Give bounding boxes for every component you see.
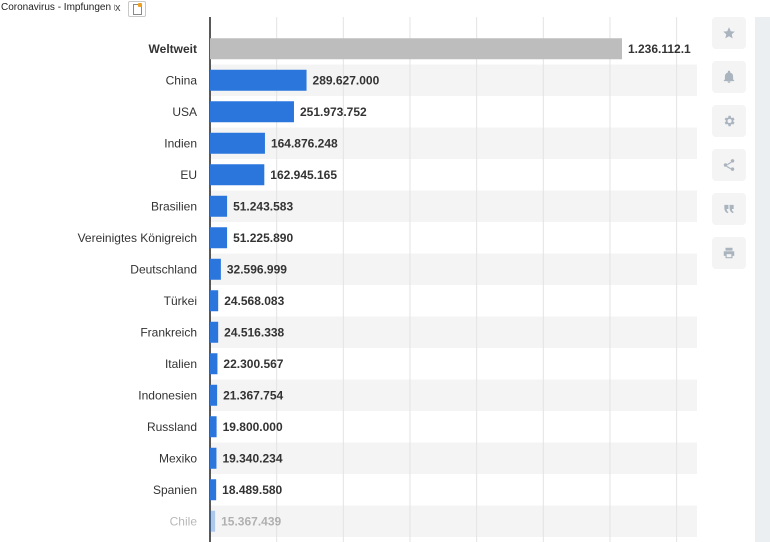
value-label: 19.340.234 — [222, 451, 282, 465]
new-tab-icon-badge — [138, 3, 142, 7]
value-label: 24.516.338 — [224, 325, 284, 339]
category-label: Türkei — [164, 294, 197, 308]
cite-button[interactable] — [712, 193, 746, 225]
bar — [210, 479, 217, 501]
value-label: 22.300.567 — [223, 357, 283, 371]
category-label: Deutschland — [130, 262, 197, 276]
value-label: 162.945.165 — [270, 168, 337, 182]
category-label: Frankreich — [140, 325, 197, 339]
category-label: Weltweit — [149, 42, 197, 56]
row-stripe — [210, 190, 697, 222]
share-button[interactable] — [712, 149, 746, 181]
category-label: Russland — [147, 420, 197, 434]
notification-button[interactable] — [712, 61, 746, 93]
bar — [210, 416, 217, 438]
value-label: 15.367.439 — [221, 514, 281, 528]
bar — [210, 69, 307, 91]
new-tab-button[interactable] — [128, 1, 146, 17]
value-label: 51.225.890 — [233, 231, 293, 245]
value-label: 19.800.000 — [223, 420, 283, 434]
category-label: Mexiko — [159, 451, 197, 465]
print-icon — [723, 247, 735, 259]
value-label: 251.973.752 — [300, 105, 367, 119]
new-tab-icon — [133, 4, 142, 15]
value-label: 289.627.000 — [313, 73, 380, 87]
chart-tools-sidebar — [712, 17, 746, 281]
row-stripe — [210, 316, 697, 348]
share-icon — [723, 159, 735, 171]
category-label: Chile — [170, 514, 198, 528]
bar — [210, 164, 265, 186]
bar — [210, 384, 218, 406]
category-label: China — [166, 73, 198, 87]
bar-chart: Weltweit 1.236.112.1 China 289.627.000 USA 25… — [78, 17, 697, 542]
category-label: EU — [180, 168, 197, 182]
category-label: Indien — [164, 136, 197, 150]
tab-close-icon[interactable]: x — [115, 2, 121, 14]
bar — [210, 195, 228, 217]
row-stripe — [210, 442, 697, 474]
value-label: 24.568.083 — [224, 294, 284, 308]
value-label: 21.367.754 — [223, 388, 283, 402]
bar — [210, 290, 219, 312]
print-button[interactable] — [712, 237, 746, 269]
value-label: 164.876.248 — [271, 136, 338, 150]
bar — [210, 353, 218, 375]
bell-icon — [723, 70, 735, 83]
category-label: USA — [172, 105, 197, 119]
category-label: Brasilien — [151, 199, 197, 213]
row-stripe — [210, 127, 697, 159]
bar — [210, 510, 216, 532]
value-label: 32.596.999 — [227, 262, 287, 276]
browser-tab-bar: Coronavirus - Impfungen n... x — [0, 0, 770, 17]
bar — [210, 447, 217, 469]
quote-icon — [724, 204, 734, 214]
scrollbar-track[interactable] — [755, 17, 770, 542]
category-label: Vereinigtes Königreich — [78, 231, 197, 245]
row-stripe — [210, 505, 697, 537]
star-icon — [723, 27, 735, 39]
bar — [210, 321, 219, 343]
row-stripe — [210, 253, 697, 285]
bar — [210, 258, 221, 280]
value-label: 51.243.583 — [233, 199, 293, 213]
bar — [210, 132, 265, 154]
settings-button[interactable] — [712, 105, 746, 137]
bar — [210, 227, 228, 249]
browser-tab[interactable]: Coronavirus - Impfungen n... x — [0, 0, 146, 17]
value-label: 18.489.580 — [222, 483, 282, 497]
bar — [210, 101, 294, 123]
value-label: 1.236.112.1 — [628, 42, 691, 56]
category-label: Indonesien — [138, 388, 197, 402]
tab-title: Coronavirus - Impfungen n... — [1, 2, 115, 13]
bookmark-button[interactable] — [712, 17, 746, 49]
bar — [210, 38, 622, 60]
category-label: Spanien — [153, 483, 197, 497]
category-label: Italien — [165, 357, 197, 371]
row-stripe — [210, 379, 697, 411]
gear-icon — [724, 115, 735, 127]
